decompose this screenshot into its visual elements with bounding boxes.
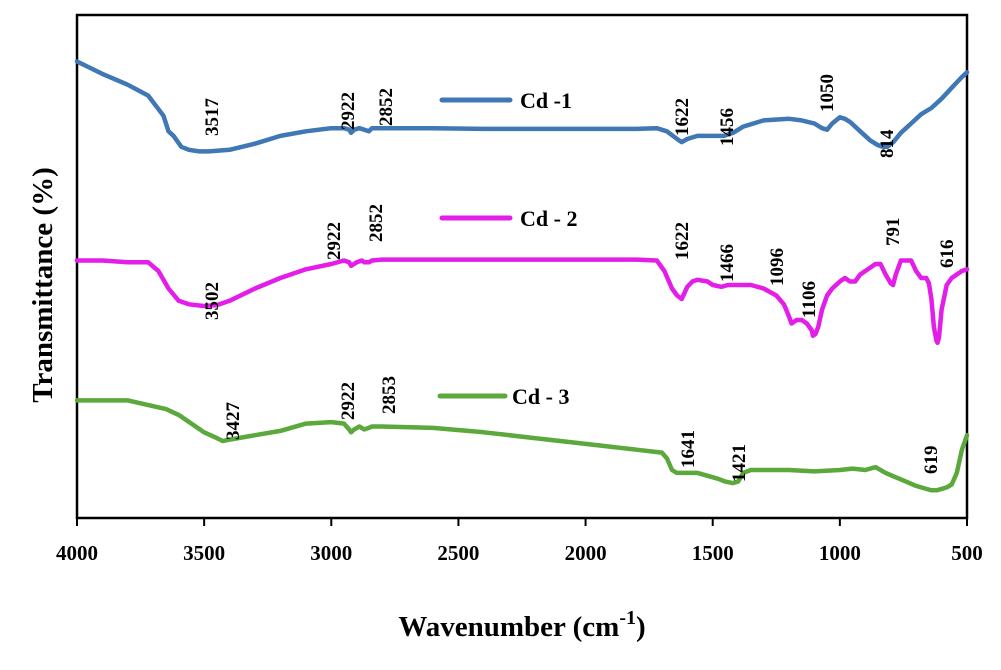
legend: Cd -1 Cd - 2 Cd - 3 xyxy=(437,88,577,409)
peak-label: 1050 xyxy=(817,74,838,112)
peak-label: 1622 xyxy=(672,222,693,260)
x-tick-label: 4000 xyxy=(56,541,98,565)
peak-label: 791 xyxy=(883,218,904,247)
y-axis-title: Transmittance (%) xyxy=(27,167,59,402)
series-layer xyxy=(74,59,970,493)
x-tick-label: 500 xyxy=(951,541,983,565)
peak-label: 2922 xyxy=(338,92,359,130)
peak-label: 619 xyxy=(921,446,942,475)
legend-label-1: Cd -1 xyxy=(520,88,572,113)
x-axis-title: Wavenumber (cm-1) xyxy=(398,607,645,643)
peak-label: 2922 xyxy=(338,382,359,420)
x-tick-label: 2500 xyxy=(437,541,479,565)
plot-frame xyxy=(75,13,969,520)
peak-label: 814 xyxy=(877,129,898,158)
peak-label: 1106 xyxy=(799,281,820,318)
peak-annotations: 3517 2922 2852 1622 1456 1050 814 3502 2922 2852 1… xyxy=(202,74,958,482)
series-line-1 xyxy=(74,59,970,154)
peak-label: 2922 xyxy=(324,222,345,260)
peak-label: 1641 xyxy=(678,430,699,468)
peak-label: 2853 xyxy=(379,376,400,414)
x-tick-label: 3000 xyxy=(310,541,352,565)
peak-label: 1421 xyxy=(729,444,750,482)
x-tick-label: 1500 xyxy=(692,541,734,565)
x-tick-label: 2000 xyxy=(565,541,607,565)
peak-label: 1466 xyxy=(717,244,738,282)
peak-label: 2852 xyxy=(376,88,397,126)
peak-label: 1456 xyxy=(717,108,738,146)
peak-label: 616 xyxy=(937,240,958,269)
peak-label: 1096 xyxy=(767,248,788,286)
x-tick-label: 3500 xyxy=(183,541,225,565)
peak-label: 3517 xyxy=(202,98,223,137)
x-tick-label: 1000 xyxy=(819,541,861,565)
peak-label: 3502 xyxy=(202,282,223,320)
series-line-2 xyxy=(74,257,970,346)
series-line-3 xyxy=(74,398,970,493)
peak-label: 1622 xyxy=(672,98,693,136)
legend-label-3: Cd - 3 xyxy=(512,384,569,409)
x-axis: 4000 3500 3000 2500 2000 1500 1000 500 xyxy=(56,518,983,565)
peak-label: 3427 xyxy=(223,402,244,441)
legend-label-2: Cd - 2 xyxy=(520,206,577,231)
peak-label: 2852 xyxy=(366,204,387,242)
